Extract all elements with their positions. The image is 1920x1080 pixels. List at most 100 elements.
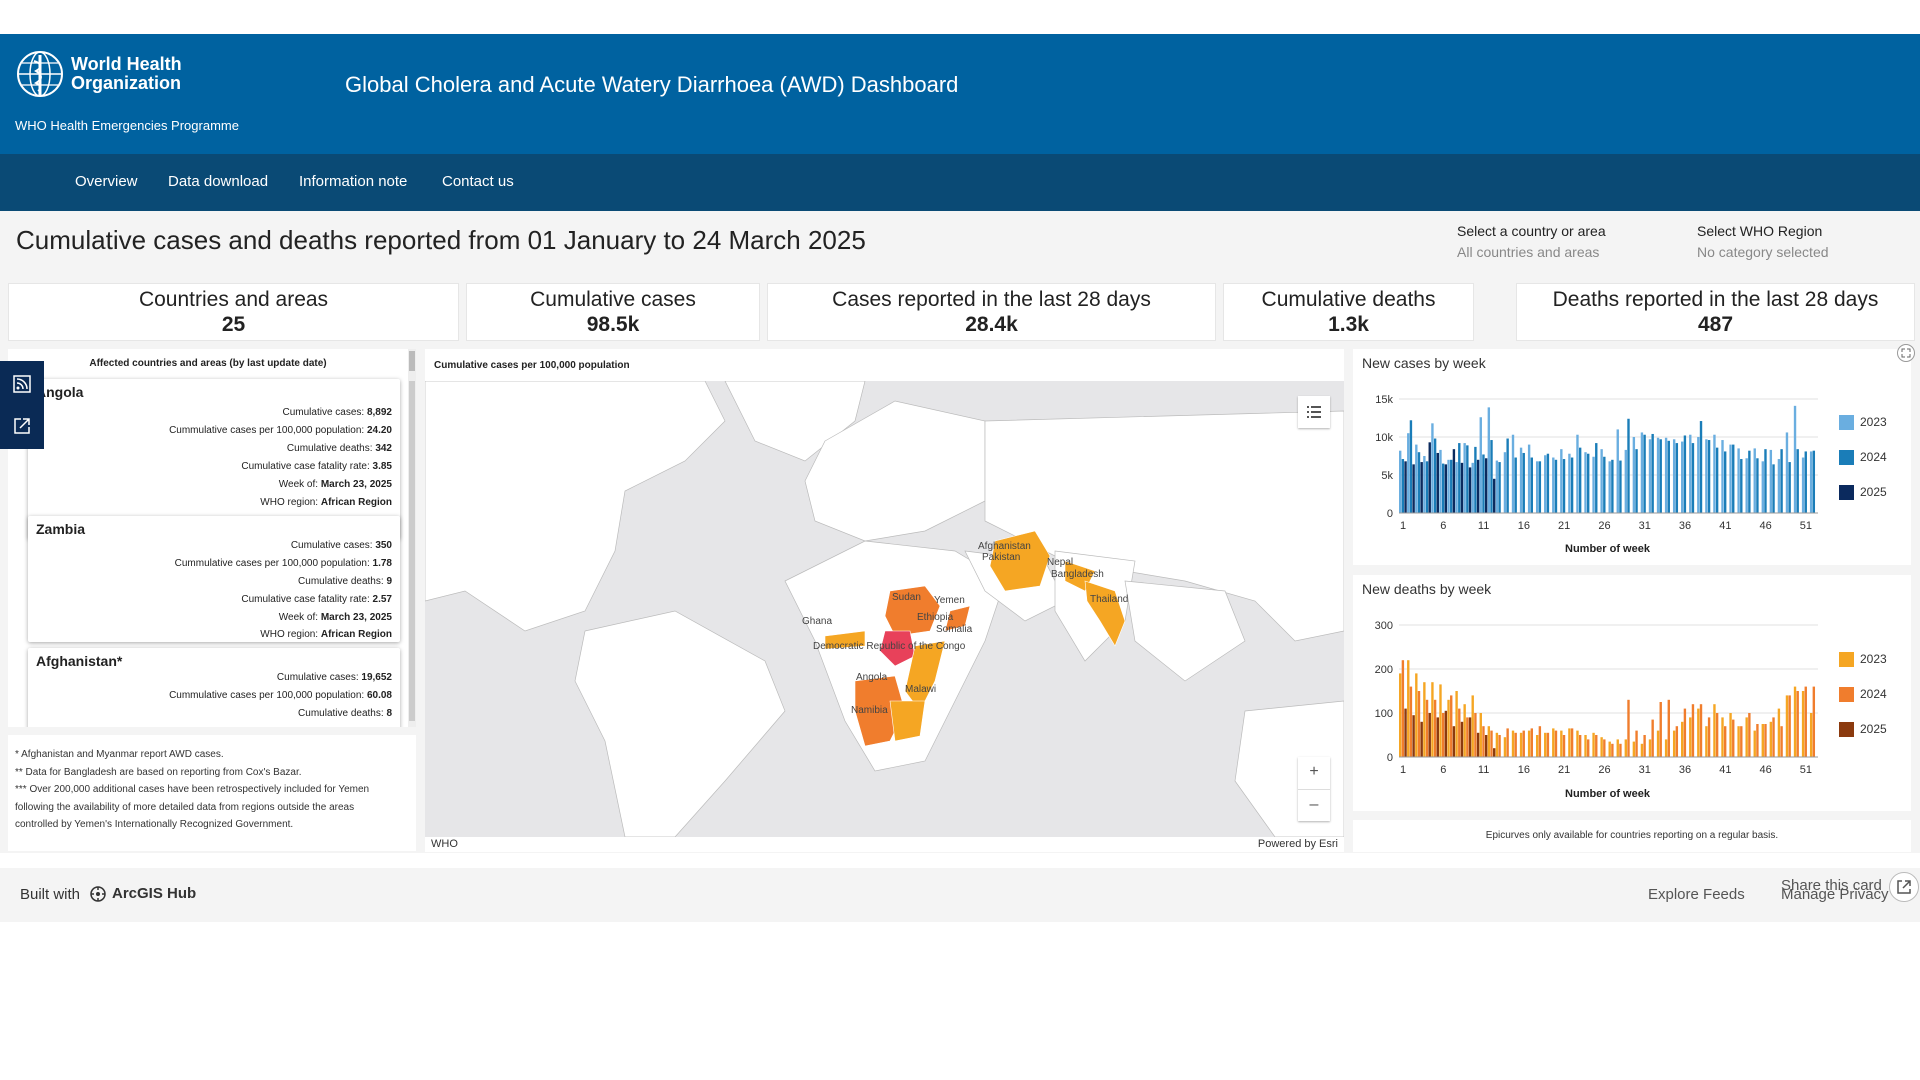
arcgis-hub-link[interactable]: ArcGIS Hub	[112, 885, 197, 902]
europe-land	[804, 400, 986, 542]
x-tick-label: 26	[1598, 764, 1610, 776]
deaths-legend-2024[interactable]: 2024	[1839, 687, 1887, 703]
field-label: Week of:	[278, 612, 319, 623]
bar-2024-week-39	[1707, 440, 1711, 513]
bar-2023-week-2	[1407, 433, 1410, 513]
bar-2023-week-41	[1721, 717, 1724, 757]
rss-feed-icon[interactable]	[12, 374, 32, 394]
bar-2024-week-2	[1409, 420, 1413, 513]
field-value: 1.78	[372, 558, 392, 569]
bar-2023-week-13	[1495, 460, 1499, 513]
bar-2025-week-7	[1452, 449, 1456, 513]
bar-2024-week-46	[1764, 724, 1767, 757]
bar-2023-week-23	[1576, 730, 1579, 757]
bar-2023-week-39	[1705, 726, 1708, 757]
bar-2023-week-1	[1399, 450, 1402, 513]
legend-swatch	[1839, 722, 1854, 738]
map-legend-button[interactable]	[1298, 396, 1330, 428]
bar-2023-week-45	[1753, 448, 1756, 513]
share-card-link[interactable]: Share this card	[1781, 877, 1882, 894]
nav-information-note[interactable]: Information note	[299, 173, 408, 190]
who-emblem-icon[interactable]	[14, 49, 66, 99]
region-filter-select[interactable]: No category selected	[1697, 244, 1829, 260]
share-card-icon[interactable]	[1889, 872, 1919, 902]
nav-contact-us[interactable]: Contact us	[442, 173, 514, 190]
world-map[interactable]	[425, 381, 1344, 837]
field-value: 8	[386, 708, 392, 719]
field-label: Cumulative deaths:	[298, 708, 384, 719]
zoom-out-button[interactable]: –	[1309, 796, 1319, 813]
bar-2024-week-20	[1554, 459, 1558, 513]
bar-2025-week-11	[1484, 735, 1488, 757]
field-value: March 23, 2025	[320, 479, 392, 490]
esri-attribution[interactable]: Powered by Esri	[1257, 838, 1338, 850]
bar-2024-week-36	[1683, 435, 1687, 513]
zoom-in-button[interactable]: +	[1298, 757, 1330, 790]
map-canvas[interactable]: Afghanistan Pakistan Nepal Bangladesh Th…	[425, 381, 1344, 837]
bar-2023-week-4	[1423, 456, 1426, 513]
manage-privacy-link[interactable]: Manage Privacy	[1781, 886, 1889, 903]
bar-2023-week-42	[1729, 713, 1732, 757]
list-item[interactable]: Angola Cumulative cases: 8,892 Cummulati…	[28, 379, 400, 539]
bar-2023-week-10	[1471, 695, 1474, 757]
bar-2024-week-49	[1788, 695, 1791, 757]
bar-2023-week-30	[1632, 741, 1636, 757]
country-filter-select[interactable]: All countries and areas	[1457, 244, 1600, 260]
map-label: Angola	[856, 672, 888, 683]
bar-2024-week-15	[1514, 732, 1517, 757]
sudan-ethiopia-area	[884, 585, 941, 637]
cases-chart-panel: New cases by week 0 5k 10k 15k 1 6 11 16 21 26 31 3…	[1353, 349, 1911, 565]
explore-feeds-link[interactable]: Explore Feeds	[1648, 886, 1745, 903]
field-value: 350	[375, 540, 392, 551]
bar-2024-week-37	[1691, 443, 1695, 513]
bar-2023-week-31	[1640, 743, 1644, 757]
field-label: Cumulative cases:	[282, 407, 365, 418]
bar-2025-week-7	[1452, 726, 1456, 757]
x-tick-label: 11	[1478, 764, 1489, 776]
bar-2024-week-14	[1506, 728, 1509, 757]
cases-legend-2023[interactable]: 2023	[1839, 415, 1887, 431]
bar-2023-week-32	[1648, 439, 1652, 513]
bar-2024-week-51	[1804, 451, 1807, 513]
bar-2025-week-12	[1493, 478, 1496, 513]
fullscreen-icon[interactable]	[1897, 344, 1915, 362]
deaths-legend-2023[interactable]: 2023	[1839, 652, 1887, 668]
bar-2023-week-20	[1552, 728, 1555, 757]
bar-2024-week-13	[1498, 462, 1501, 513]
stat-countries: Countries and areas 25	[8, 283, 459, 341]
built-with-label: Built with	[20, 886, 81, 903]
bar-2023-week-28	[1616, 739, 1619, 757]
bar-2023-week-27	[1608, 461, 1611, 513]
field-label: Cummulative cases per 100,000 population…	[169, 425, 365, 436]
list-item[interactable]: Afghanistan* Cumulative cases: 19,652 Cu…	[28, 648, 400, 727]
zoom-controls: + –	[1298, 757, 1330, 821]
bar-2024-week-8	[1458, 708, 1461, 757]
list-scrollbar-thumb[interactable]	[409, 351, 415, 371]
share-icon[interactable]	[12, 416, 32, 436]
x-tick-label: 21	[1558, 764, 1570, 776]
bar-2023-week-33	[1656, 730, 1660, 757]
bar-2023-week-40	[1713, 704, 1716, 757]
bar-2023-week-48	[1777, 708, 1781, 757]
cases-legend-2025[interactable]: 2025	[1839, 485, 1887, 501]
affected-countries-list[interactable]: Affected countries and areas (by last up…	[8, 349, 416, 727]
list-item[interactable]: Zambia Cumulative cases: 350 Cummulative…	[28, 516, 400, 642]
bar-2024-week-22	[1570, 457, 1574, 513]
x-tick-label: 41	[1719, 764, 1731, 776]
bar-2023-week-35	[1672, 730, 1676, 757]
nav-data-download[interactable]: Data download	[168, 173, 269, 190]
stat-label: Deaths reported in the last 28 days	[1552, 288, 1879, 311]
bar-2025-week-12	[1493, 748, 1496, 757]
cases-legend-2024[interactable]: 2024	[1839, 450, 1887, 466]
epicurve-note-panel: Epicurves only available for countries r…	[1353, 820, 1911, 852]
map-label: Democratic Republic of the Congo	[813, 641, 966, 652]
deaths-legend-2025[interactable]: 2025	[1839, 722, 1887, 738]
bar-2023-week-1	[1399, 673, 1402, 757]
bar-2024-week-8	[1458, 443, 1461, 513]
list-scrollbar[interactable]	[408, 349, 416, 727]
bar-2024-week-24	[1587, 453, 1590, 513]
deaths-chart-title: New deaths by week	[1362, 581, 1492, 597]
nav-overview[interactable]: Overview	[75, 173, 138, 190]
